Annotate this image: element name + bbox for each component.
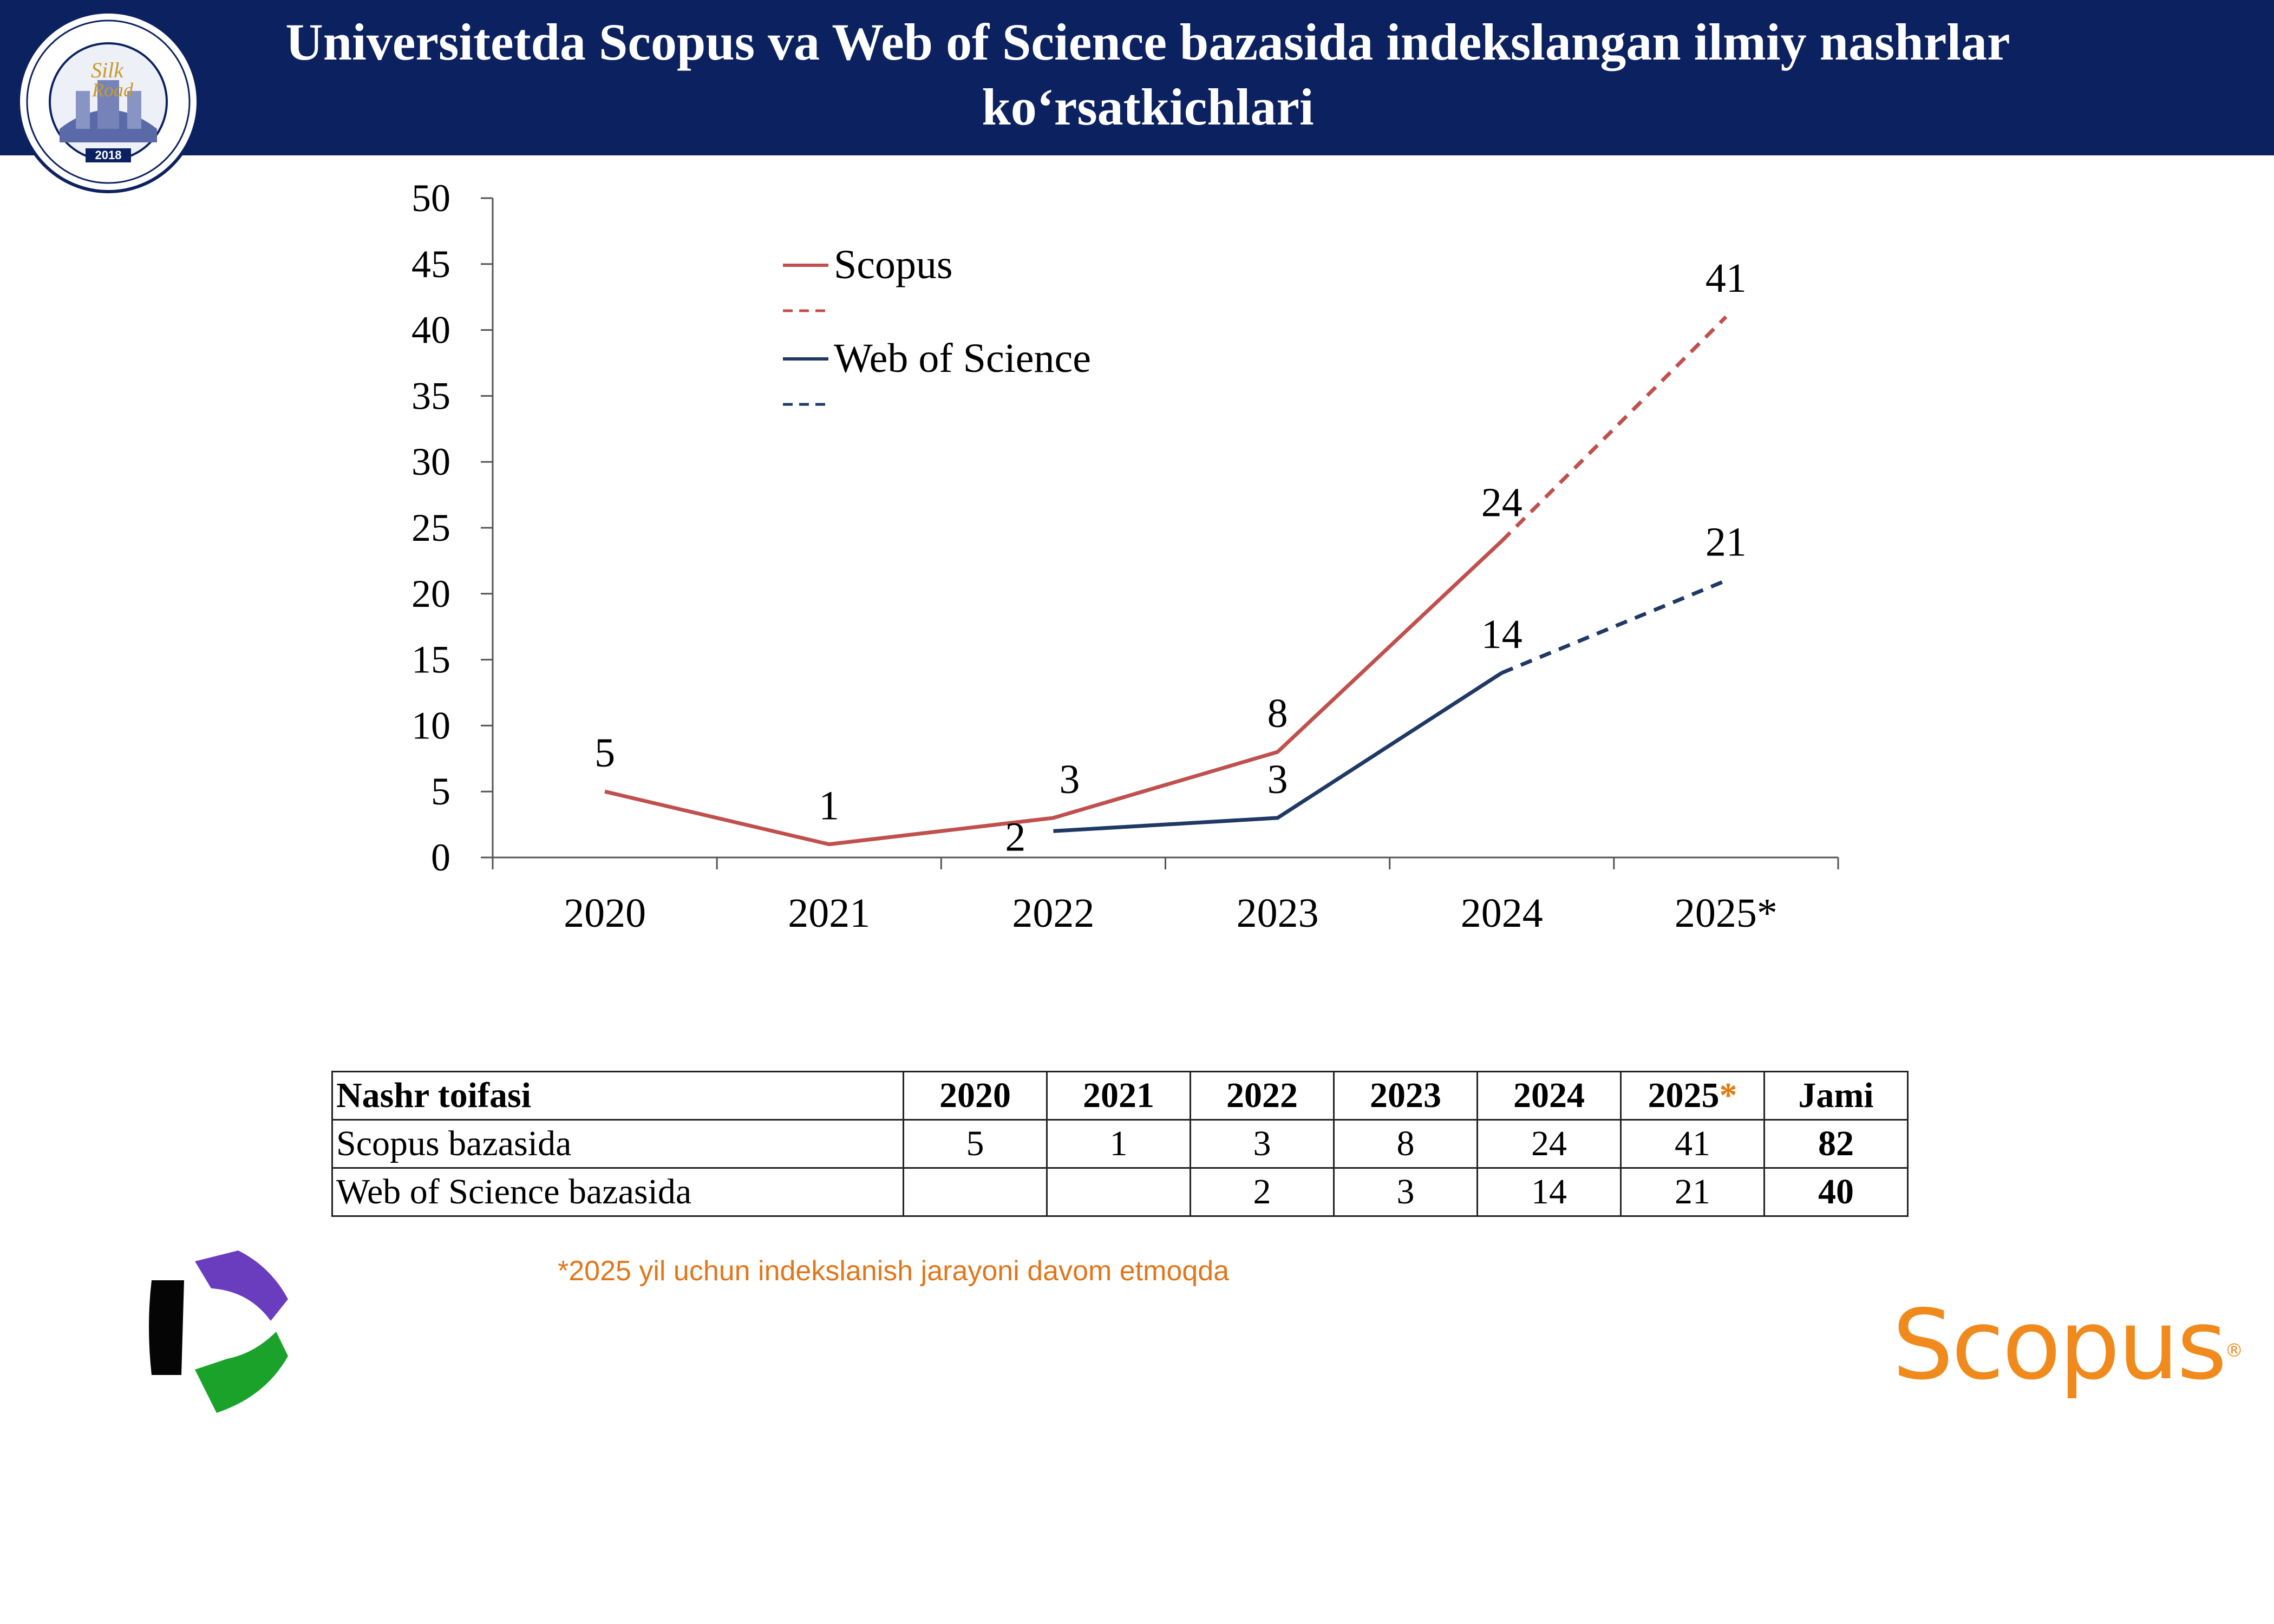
- y-tick-label: 35: [411, 374, 450, 417]
- seal-year: 2018: [95, 148, 122, 162]
- series-lines: [604, 315, 1728, 847]
- header-bar: [0, 0, 2274, 155]
- x-tick-label: 2024: [1461, 890, 1543, 936]
- header-cell: Jami: [1763, 1071, 1909, 1121]
- data-label: 3: [1059, 757, 1080, 802]
- title-line-1: Universitetda Scopus va Web of Science b…: [285, 13, 2010, 71]
- table-cell: 24: [1476, 1119, 1622, 1169]
- table-cell: 3: [1333, 1167, 1478, 1217]
- table-cell: 41: [1620, 1119, 1765, 1169]
- y-tick-label: 25: [411, 506, 450, 549]
- data-label: 8: [1267, 691, 1288, 736]
- data-label: 24: [1481, 480, 1522, 525]
- scopus-logo-text: Scopus: [1892, 1289, 2227, 1401]
- title-line-2: ko‘rsatkichlari: [982, 78, 1314, 136]
- table-row-scopus: Scopus bazasida 5 1 3 8 24 41 82: [331, 1119, 1909, 1169]
- chart-legend: Scopus Web of Science: [783, 242, 1091, 406]
- y-tick-label: 0: [431, 836, 450, 879]
- y-tick-label: 45: [411, 243, 450, 286]
- registered-mark: ®: [2225, 1340, 2244, 1361]
- table-cell: 5: [903, 1119, 1048, 1169]
- x-tick-label: 2025*: [1675, 890, 1778, 936]
- y-tick-label: 20: [411, 572, 450, 615]
- table-cell: 8: [1333, 1119, 1478, 1169]
- table-cell: 2: [1190, 1167, 1335, 1217]
- page-title: Universitetda Scopus va Web of Science b…: [249, 10, 2047, 140]
- header-cell: Nashr toifasi: [331, 1071, 904, 1121]
- header-cell: 2025*: [1620, 1071, 1765, 1121]
- data-label: 1: [819, 783, 839, 829]
- scopus-line: [604, 539, 1504, 847]
- y-tick-label: 15: [411, 638, 450, 682]
- legend-label: Scopus: [834, 242, 953, 287]
- x-axis: 2020 2021 2022 2023 2024 2025*: [492, 856, 1839, 936]
- data-label: 41: [1706, 256, 1747, 301]
- scopus-projected-line: [1500, 315, 1728, 542]
- row-label: Web of Science bazasida: [331, 1167, 904, 1217]
- table-cell: [1046, 1167, 1191, 1217]
- x-tick-label: 2021: [788, 890, 870, 936]
- y-tick-label: 5: [431, 770, 450, 813]
- data-label: 2: [1005, 814, 1025, 860]
- seal-text-road: Road: [92, 79, 134, 101]
- y-tick-label: 10: [411, 704, 450, 747]
- table-row-wos: Web of Science bazasida 2 3 14 21 40: [331, 1167, 1909, 1217]
- wos-logo: [149, 1250, 288, 1413]
- scopus-logo: Scopus®: [1892, 1291, 2243, 1399]
- table-cell: 21: [1620, 1167, 1765, 1217]
- y-tick-label: 50: [411, 176, 450, 220]
- table-cell: 1: [1046, 1119, 1191, 1169]
- data-label: 14: [1481, 612, 1522, 657]
- header-cell: 2021: [1046, 1071, 1191, 1121]
- web-of-science-line: [1053, 671, 1503, 833]
- table-cell: 3: [1190, 1119, 1335, 1169]
- data-label: 3: [1267, 757, 1288, 802]
- university-seal-logo: Silk Road 2018: [17, 10, 200, 193]
- table-cell: 14: [1476, 1167, 1622, 1217]
- table-cell: [903, 1167, 1048, 1217]
- data-label: 5: [594, 730, 615, 776]
- table-total: 40: [1763, 1167, 1909, 1217]
- row-label: Scopus bazasida: [331, 1119, 904, 1169]
- publications-table: Nashr toifasi 2020 2021 2022 2023 2024 2…: [331, 1071, 1909, 1217]
- table-total: 82: [1763, 1119, 1909, 1169]
- web-of-science-projected-line: [1501, 579, 1727, 675]
- legend-label: Web of Science: [834, 336, 1091, 381]
- header-cell: 2023: [1333, 1071, 1478, 1121]
- table-header-row: Nashr toifasi 2020 2021 2022 2023 2024 2…: [331, 1071, 1909, 1121]
- x-tick-label: 2022: [1012, 890, 1094, 936]
- footnote: *2025 yil uchun indekslanish jarayoni da…: [558, 1255, 1230, 1287]
- y-axis: 0 5 10 15 20 25 30 35 40 45 50: [411, 176, 494, 879]
- seal-text-silk: Silk: [91, 58, 124, 82]
- data-label: 21: [1706, 519, 1747, 565]
- header-cell: 2022: [1190, 1071, 1335, 1121]
- header-cell: 2024: [1476, 1071, 1622, 1121]
- y-tick-label: 30: [411, 440, 450, 483]
- header-2025-star: *: [1719, 1076, 1737, 1115]
- header-2025-text: 2025: [1648, 1076, 1720, 1115]
- y-tick-label: 40: [411, 309, 450, 352]
- x-tick-label: 2023: [1237, 890, 1319, 936]
- header-cell: 2020: [903, 1071, 1048, 1121]
- x-tick-label: 2020: [564, 890, 646, 936]
